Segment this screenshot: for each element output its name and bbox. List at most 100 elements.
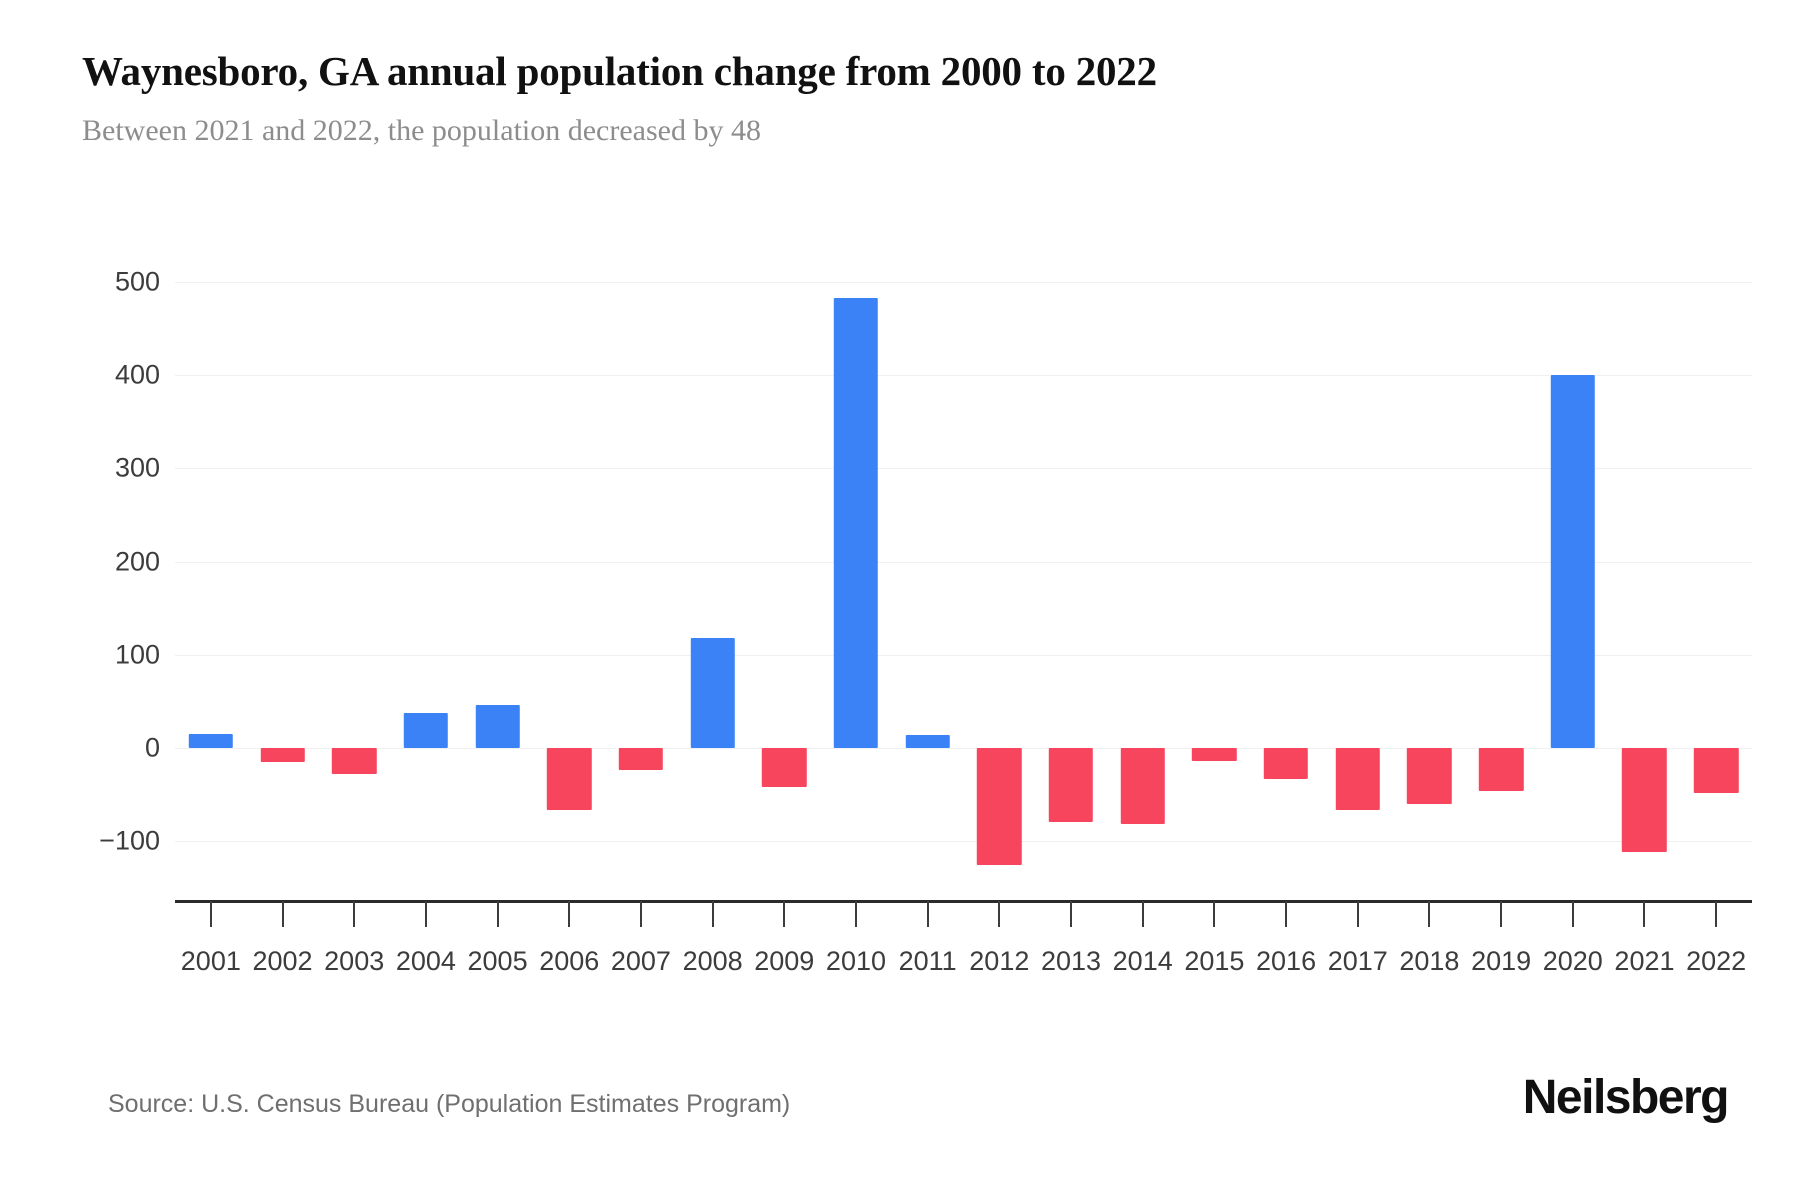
bar-slot — [748, 0, 820, 1200]
bar-2015[interactable] — [1192, 748, 1237, 762]
x-axis-tick-label-2016: 2016 — [1256, 946, 1317, 976]
x-axis-tick-label-2008: 2008 — [682, 946, 743, 976]
bar-2016[interactable] — [1263, 748, 1309, 779]
y-axis-tick-label: 400 — [114, 359, 160, 390]
bar-2007[interactable] — [618, 748, 664, 771]
gridline — [175, 654, 1752, 656]
x-axis-tick — [639, 901, 642, 927]
bar-slot — [964, 0, 1036, 1200]
x-axis-tick-label-2004: 2004 — [395, 946, 456, 976]
y-axis-tick-label: 100 — [114, 639, 160, 670]
bar-2011[interactable] — [905, 734, 950, 748]
gridline — [175, 375, 1752, 377]
x-axis-tick-label-2011: 2011 — [898, 946, 957, 976]
bar-slot — [462, 0, 534, 1200]
bar-2001[interactable] — [188, 734, 234, 748]
x-axis-tick-label-2014: 2014 — [1112, 946, 1173, 976]
bar-slot — [1609, 0, 1681, 1200]
bar-slot — [1394, 0, 1466, 1200]
x-axis-tick-label-2013: 2013 — [1040, 946, 1102, 976]
x-axis-tick — [568, 901, 571, 927]
gridline — [175, 841, 1752, 843]
bar-2004[interactable] — [403, 712, 449, 748]
bar-2022[interactable] — [1693, 748, 1739, 793]
x-axis-tick — [1643, 901, 1646, 927]
x-axis-tick-label-2018: 2018 — [1399, 946, 1460, 976]
x-axis-tick — [783, 901, 786, 927]
x-axis-line — [175, 900, 1752, 903]
bar-slot — [390, 0, 462, 1200]
bar-slot — [318, 0, 390, 1200]
bar-2013[interactable] — [1048, 748, 1094, 822]
x-axis-tick-label-2007: 2007 — [610, 946, 671, 976]
x-axis-tick-label-2002: 2002 — [252, 946, 313, 976]
bar-2021[interactable] — [1622, 748, 1667, 853]
bar-slot — [892, 0, 964, 1200]
x-axis-tick — [1500, 901, 1503, 927]
y-axis-tick-label: 300 — [114, 452, 160, 483]
x-axis-tick — [1715, 901, 1718, 927]
y-axis-tick-label: 500 — [114, 266, 160, 297]
gridline — [175, 468, 1752, 470]
bar-2002[interactable] — [260, 748, 305, 762]
bar-2003[interactable] — [331, 748, 377, 775]
x-axis-tick-label-2012: 2012 — [969, 946, 1030, 976]
bar-slot — [1322, 0, 1394, 1200]
x-axis-tick-label-2009: 2009 — [754, 946, 815, 976]
bars-group — [175, 0, 1752, 1200]
x-axis-tick-label-2010: 2010 — [825, 946, 887, 976]
bar-2012[interactable] — [977, 748, 1022, 866]
chart-header: Waynesboro, GA annual population change … — [82, 48, 1722, 149]
x-axis-tick-label-2005: 2005 — [467, 946, 528, 976]
bar-slot — [1179, 0, 1251, 1200]
x-axis-tick — [1213, 901, 1216, 927]
x-axis-tick — [209, 901, 212, 927]
bar-2009[interactable] — [762, 748, 807, 788]
brand-logo: Neilsberg — [1522, 1071, 1730, 1124]
x-axis-tick-label-2006: 2006 — [539, 946, 600, 976]
x-axis-tick — [926, 901, 929, 927]
gridline — [175, 748, 1752, 749]
bar-slot — [1537, 0, 1609, 1200]
x-axis-tick — [496, 901, 499, 927]
bar-2014[interactable] — [1120, 748, 1165, 825]
bar-slot — [1680, 0, 1752, 1200]
x-axis-tick-label-2022: 2022 — [1686, 946, 1747, 976]
x-axis-tick — [1428, 901, 1431, 927]
bar-2018[interactable] — [1407, 748, 1452, 804]
x-axis-tick — [353, 901, 356, 927]
x-axis-tick-label-2017: 2017 — [1327, 946, 1388, 976]
x-axis-tick-label-2003: 2003 — [324, 946, 385, 976]
y-axis-tick-label: −100 — [99, 825, 160, 856]
gridline — [175, 561, 1752, 563]
bar-2008[interactable] — [690, 638, 735, 748]
x-axis-tick-label-2001: 2001 — [180, 946, 241, 976]
bar-2006[interactable] — [547, 748, 592, 810]
bar-slot — [247, 0, 319, 1200]
x-axis-tick — [1070, 901, 1073, 927]
gridline — [175, 282, 1752, 283]
page-title: Waynesboro, GA annual population change … — [82, 48, 1157, 94]
x-axis-tick — [281, 901, 284, 927]
bar-2019[interactable] — [1478, 748, 1524, 791]
y-axis-tick-label: 200 — [114, 546, 160, 577]
bar-2010[interactable] — [833, 297, 879, 748]
x-axis-tick — [424, 901, 427, 927]
x-axis-tick — [998, 901, 1001, 927]
chart-subtitle: Between 2021 and 2022, the population de… — [82, 114, 761, 148]
x-axis-tick-label-2021: 2021 — [1614, 946, 1675, 976]
bar-2020[interactable] — [1550, 375, 1595, 748]
x-axis-tick-label-2015: 2015 — [1184, 946, 1245, 976]
x-axis-tick — [1141, 901, 1144, 927]
bar-slot — [1250, 0, 1322, 1200]
bar-2017[interactable] — [1335, 748, 1380, 810]
x-axis-tick — [854, 901, 857, 927]
bar-slot — [175, 0, 247, 1200]
bar-2005[interactable] — [475, 705, 520, 748]
bar-slot — [1035, 0, 1107, 1200]
x-axis-tick — [1285, 901, 1288, 927]
x-axis-tick-label-2020: 2020 — [1542, 946, 1603, 976]
x-axis-tick-label-2019: 2019 — [1471, 946, 1532, 976]
